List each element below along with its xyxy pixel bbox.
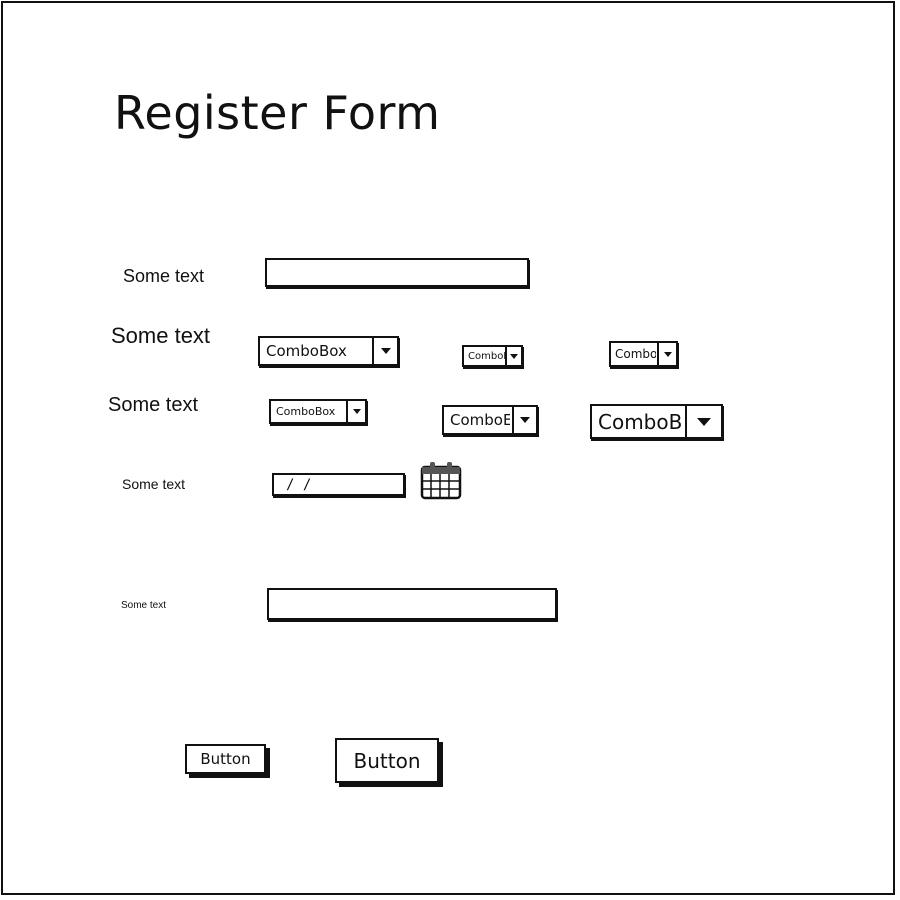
text-input-2[interactable] — [267, 588, 557, 620]
page-title: Register Form — [114, 86, 441, 140]
combobox-value: ComboB — [615, 347, 656, 361]
field-label-2: Some text — [111, 323, 211, 348]
combobox-row2-b[interactable]: ComboE — [462, 345, 523, 367]
chevron-down-icon[interactable] — [657, 343, 676, 365]
combobox-value: ComboE — [450, 411, 510, 429]
field-label-4: Some text — [122, 476, 186, 492]
combobox-value: ComboB — [598, 409, 683, 434]
chevron-down-icon[interactable] — [505, 347, 521, 365]
chevron-down-icon[interactable] — [346, 401, 365, 422]
combobox-value: ComboBox — [276, 405, 336, 418]
text-input-1[interactable] — [265, 258, 529, 287]
combobox-value: ComboE — [468, 350, 505, 362]
large-button[interactable]: Button — [335, 738, 439, 783]
combobox-row3-a[interactable]: ComboBox — [269, 399, 367, 424]
combobox-row3-c[interactable]: ComboB — [590, 404, 723, 439]
small-button[interactable]: Button — [185, 744, 266, 774]
field-label-3: Some text — [108, 394, 199, 416]
chevron-down-icon[interactable] — [372, 338, 397, 364]
chevron-down-icon[interactable] — [512, 407, 536, 433]
combobox-row3-b[interactable]: ComboE — [442, 405, 538, 435]
combobox-value: ComboBox — [266, 342, 347, 360]
combobox-row2-c[interactable]: ComboB — [609, 341, 678, 367]
calendar-icon[interactable] — [420, 461, 462, 501]
combobox-row2-a[interactable]: ComboBox — [258, 336, 399, 366]
chevron-down-icon[interactable] — [685, 406, 721, 437]
field-label-5: Some text — [121, 600, 167, 611]
field-label-1: Some text — [123, 266, 205, 286]
date-input[interactable]: / / — [272, 473, 405, 496]
